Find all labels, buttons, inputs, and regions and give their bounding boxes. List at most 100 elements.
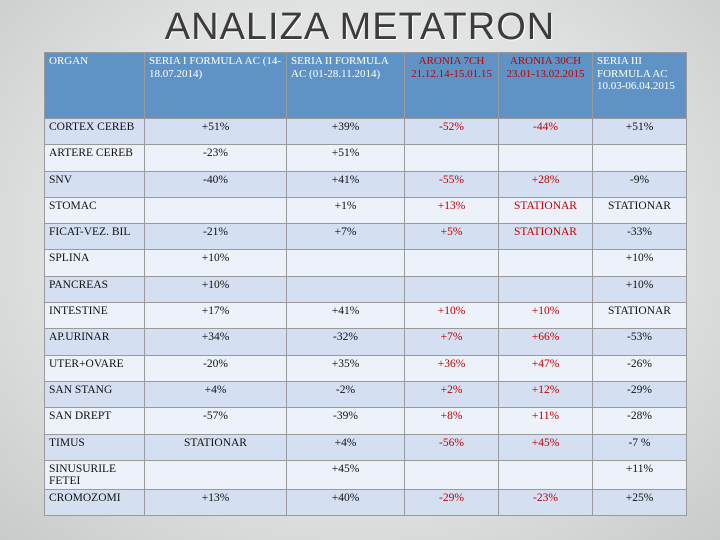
- organ-name-cell: SINUSURILE FETEI: [44, 459, 145, 490]
- value-cell: [404, 144, 499, 172]
- value-cell: +10%: [498, 302, 593, 330]
- organ-name-cell: FICAT-VEZ. BIL: [44, 223, 145, 251]
- value-cell: [498, 459, 593, 490]
- table-row: SPLINA +10% +10%: [44, 249, 687, 277]
- value-cell: +13%: [144, 488, 287, 517]
- value-cell: +10%: [144, 249, 287, 277]
- value-cell: +2%: [404, 380, 499, 409]
- metatron-table: ORGAN SERIA I FORMULA AC (14-18.07.2014)…: [44, 52, 687, 517]
- table-row: FICAT-VEZ. BIL -21% +7% +5% STATIONAR -33%: [44, 223, 687, 251]
- value-cell: [404, 275, 499, 304]
- value-cell: +8%: [404, 407, 499, 435]
- organ-name-cell: CORTEX CEREB: [44, 117, 145, 146]
- value-cell: STATIONAR: [592, 196, 687, 225]
- value-cell: -2%: [286, 380, 405, 409]
- value-cell: [144, 459, 287, 490]
- table-row: CROMOZOMI +13% +40% -29% -23% +25%: [44, 488, 687, 517]
- value-cell: -23%: [498, 488, 593, 517]
- table-row: INTESTINE +17% +41% +10% +10% STATIONAR: [44, 302, 687, 330]
- value-cell: +35%: [286, 354, 405, 382]
- organ-name-cell: INTESTINE: [44, 302, 145, 330]
- value-cell: [498, 249, 593, 277]
- value-cell: -52%: [404, 117, 499, 146]
- value-cell: +34%: [144, 328, 287, 356]
- value-cell: +41%: [286, 170, 405, 198]
- value-cell: +7%: [286, 223, 405, 251]
- value-cell: +51%: [144, 117, 287, 146]
- table-row: TIMUS STATIONAR +4% -56% +45% -7 %: [44, 433, 687, 461]
- value-cell: +41%: [286, 302, 405, 330]
- value-cell: [592, 144, 687, 172]
- value-cell: +45%: [498, 433, 593, 461]
- organ-name-cell: SNV: [44, 170, 145, 198]
- value-cell: [144, 196, 287, 225]
- value-cell: +13%: [404, 196, 499, 225]
- value-cell: +12%: [498, 380, 593, 409]
- column-header-seria-1: SERIA I FORMULA AC (14-18.07.2014): [144, 52, 287, 119]
- value-cell: +7%: [404, 328, 499, 356]
- value-cell: +25%: [592, 488, 687, 517]
- value-cell: +40%: [286, 488, 405, 517]
- organ-name-cell: TIMUS: [44, 433, 145, 461]
- value-cell: STATIONAR: [498, 196, 593, 225]
- value-cell: +10%: [592, 249, 687, 277]
- table-row: CORTEX CEREB +51% +39% -52% -44% +51%: [44, 117, 687, 146]
- column-header-organ: ORGAN: [44, 52, 145, 119]
- organ-name-cell: STOMAC: [44, 196, 145, 225]
- organ-name-cell: UTER+OVARE: [44, 354, 145, 382]
- value-cell: [404, 249, 499, 277]
- value-cell: -53%: [592, 328, 687, 356]
- table-row: ARTERE CEREB -23% +51%: [44, 144, 687, 172]
- value-cell: -57%: [144, 407, 287, 435]
- value-cell: -28%: [592, 407, 687, 435]
- value-cell: +11%: [592, 459, 687, 490]
- value-cell: -44%: [498, 117, 593, 146]
- value-cell: +45%: [286, 459, 405, 490]
- value-cell: +4%: [144, 380, 287, 409]
- value-cell: -56%: [404, 433, 499, 461]
- value-cell: -26%: [592, 354, 687, 382]
- value-cell: [498, 275, 593, 304]
- organ-name-cell: SPLINA: [44, 249, 145, 277]
- organ-name-cell: AP.URINAR: [44, 328, 145, 356]
- value-cell: -29%: [592, 380, 687, 409]
- organ-name-cell: SAN STANG: [44, 380, 145, 409]
- page-title: ANALIZA METATRON: [164, 6, 556, 48]
- value-cell: +10%: [144, 275, 287, 304]
- value-cell: [498, 144, 593, 172]
- value-cell: STATIONAR: [144, 433, 287, 461]
- value-cell: +10%: [404, 302, 499, 330]
- value-cell: -39%: [286, 407, 405, 435]
- value-cell: -32%: [286, 328, 405, 356]
- table-row: SINUSURILE FETEI +45% +11%: [44, 459, 687, 490]
- table-row: SAN STANG +4% -2% +2% +12% -29%: [44, 380, 687, 409]
- table-row: PANCREAS +10% +10%: [44, 275, 687, 304]
- column-header-seria-3: SERIA III FORMULA AC 10.03-06.04.2015: [592, 52, 687, 119]
- value-cell: -9%: [592, 170, 687, 198]
- value-cell: +1%: [286, 196, 405, 225]
- value-cell: -40%: [144, 170, 287, 198]
- value-cell: +36%: [404, 354, 499, 382]
- value-cell: -21%: [144, 223, 287, 251]
- header-row: ORGAN SERIA I FORMULA AC (14-18.07.2014)…: [44, 52, 687, 119]
- organ-name-cell: PANCREAS: [44, 275, 145, 304]
- value-cell: +28%: [498, 170, 593, 198]
- value-cell: -29%: [404, 488, 499, 517]
- value-cell: -7 %: [592, 433, 687, 461]
- table-row: AP.URINAR +34% -32% +7% +66% -53%: [44, 328, 687, 356]
- organ-name-cell: SAN DREPT: [44, 407, 145, 435]
- value-cell: -33%: [592, 223, 687, 251]
- column-header-aronia-7ch: ARONIA 7CH 21.12.14-15.01.15: [404, 52, 499, 119]
- value-cell: +10%: [592, 275, 687, 304]
- value-cell: STATIONAR: [592, 302, 687, 330]
- column-header-seria-2: SERIA II FORMULA AC (01-28.11.2014): [286, 52, 405, 119]
- column-header-aronia-30ch: ARONIA 30CH 23.01-13.02.2015: [498, 52, 593, 119]
- value-cell: +51%: [592, 117, 687, 146]
- organ-name-cell: ARTERE CEREB: [44, 144, 145, 172]
- value-cell: [286, 275, 405, 304]
- value-cell: +5%: [404, 223, 499, 251]
- value-cell: +17%: [144, 302, 287, 330]
- table-row: UTER+OVARE -20% +35% +36% +47% -26%: [44, 354, 687, 382]
- value-cell: STATIONAR: [498, 223, 593, 251]
- table-row: SNV -40% +41% -55% +28% -9%: [44, 170, 687, 198]
